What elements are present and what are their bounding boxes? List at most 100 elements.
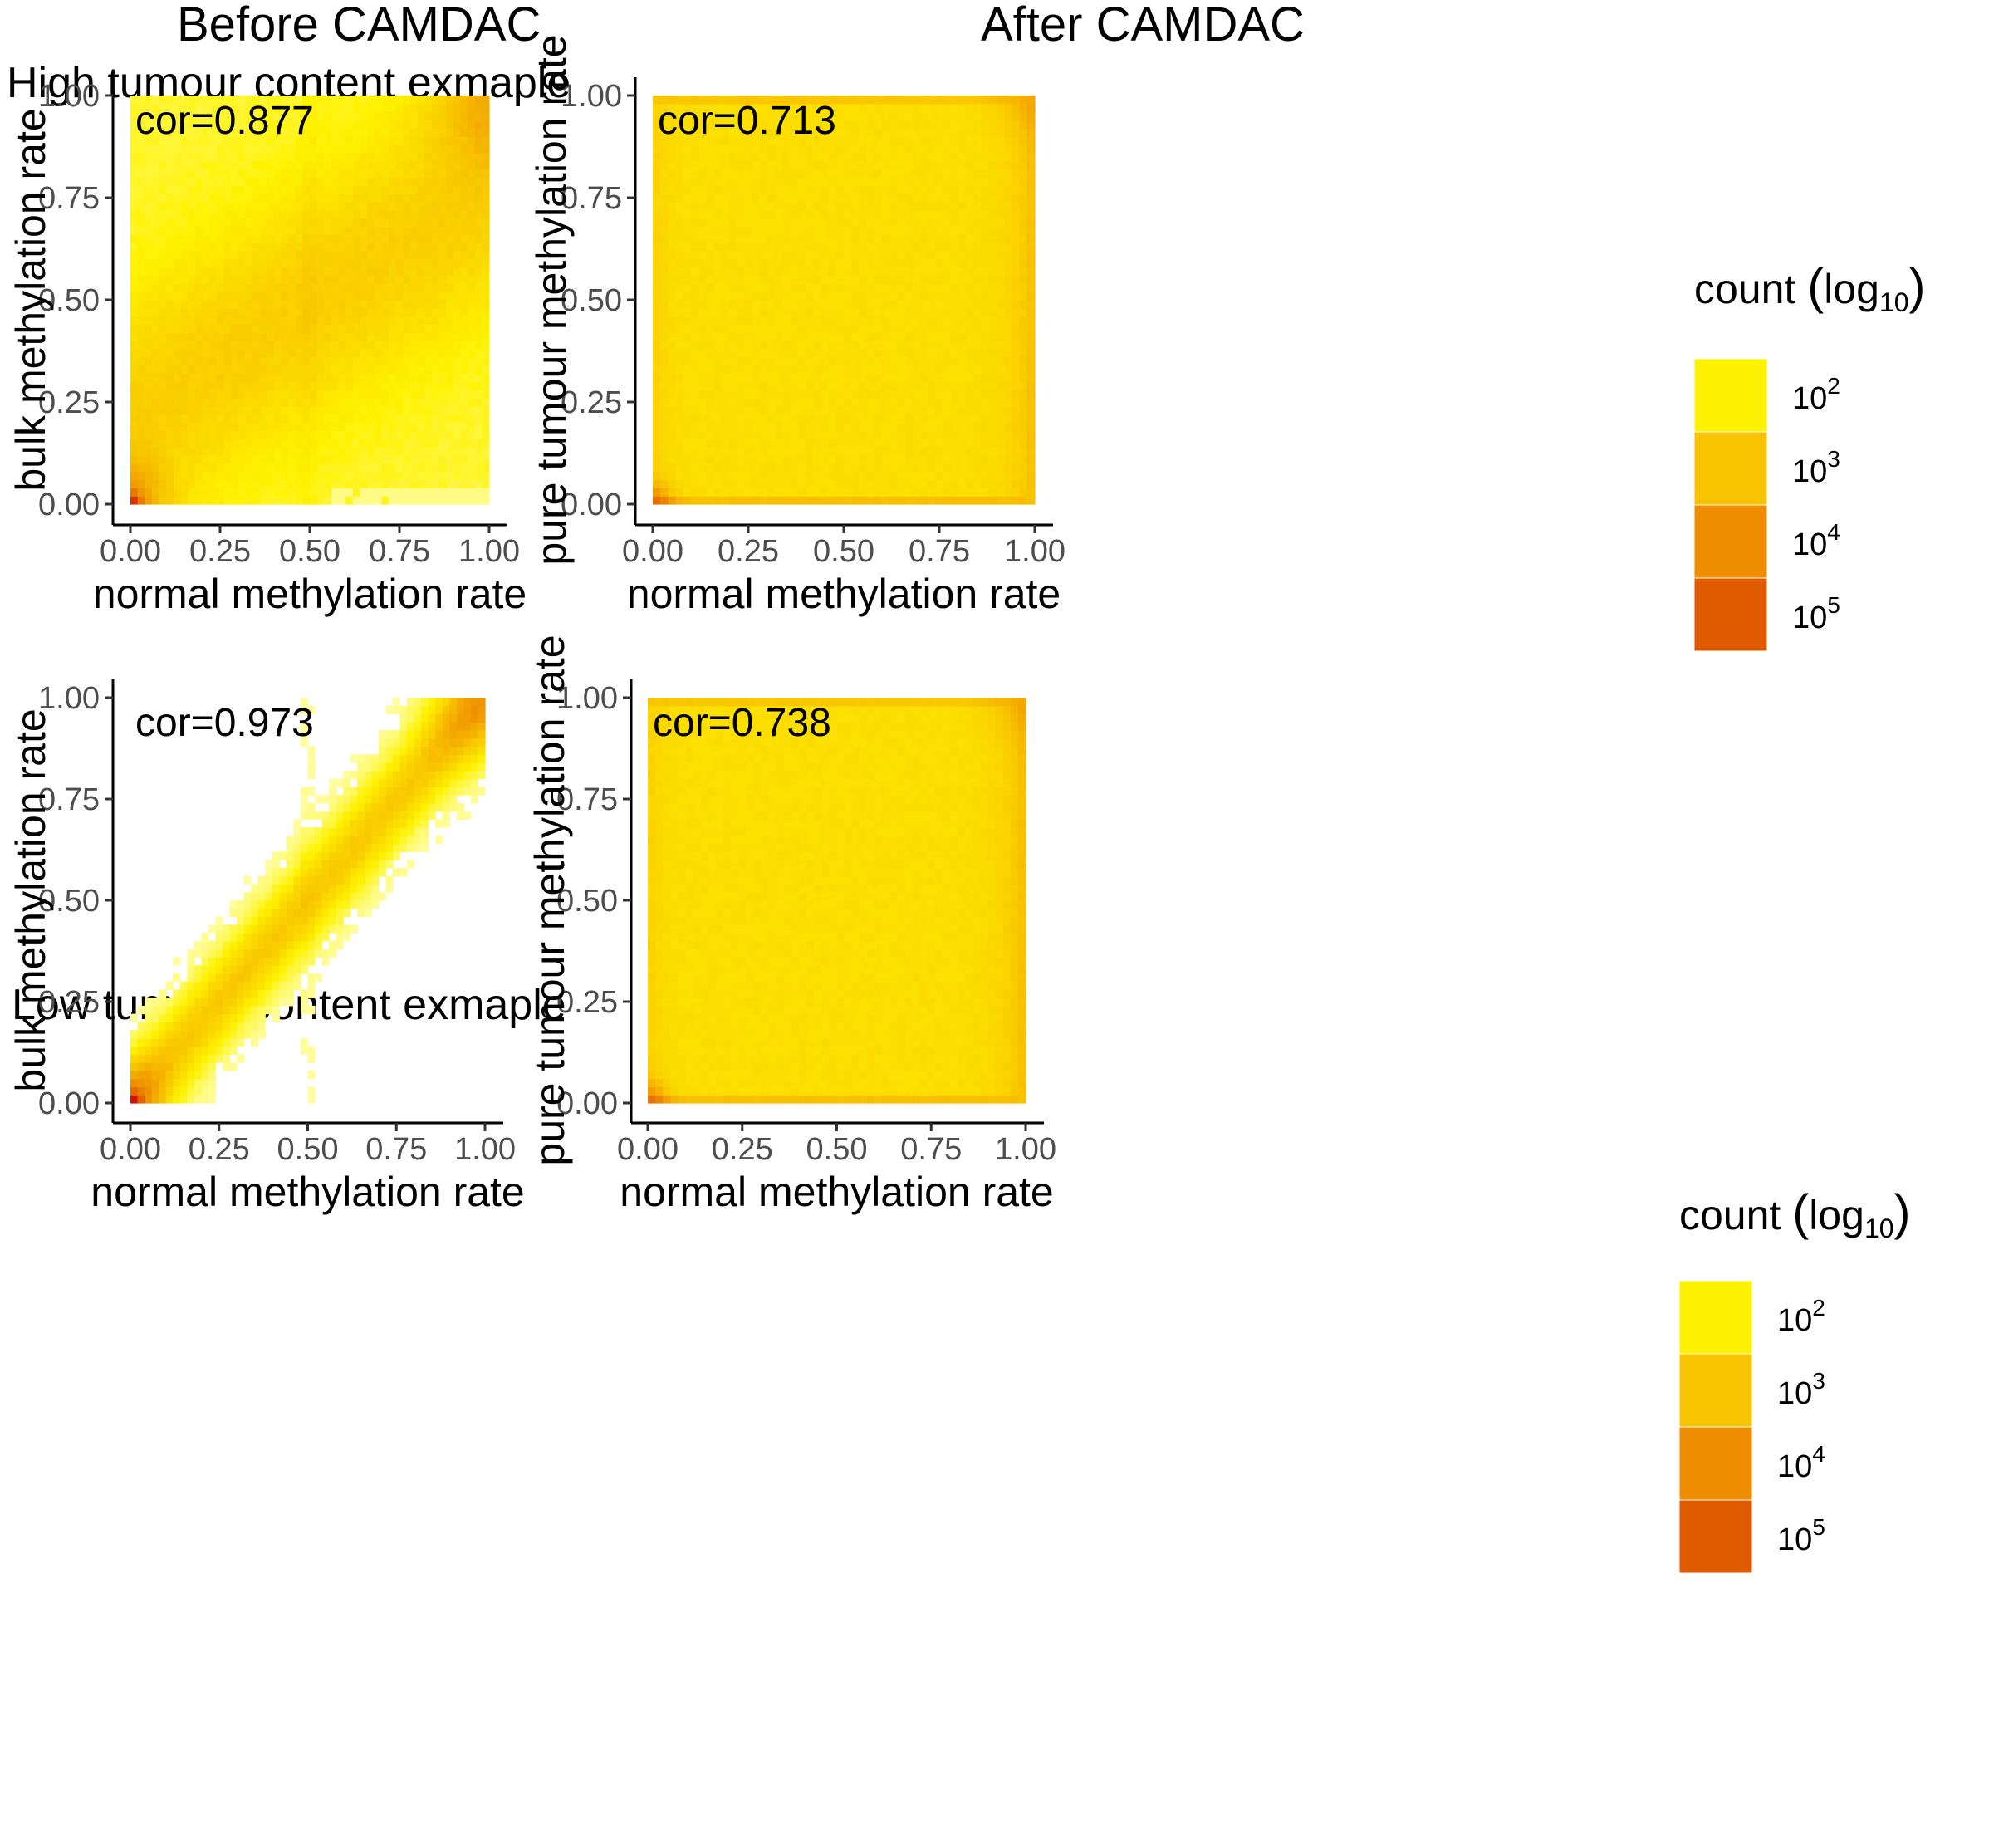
heatmap-cell (698, 152, 707, 162)
heatmap-cell (130, 226, 139, 235)
heatmap-cell (767, 292, 776, 301)
heatmap-cell (389, 479, 397, 488)
heatmap-cell (835, 201, 845, 211)
heatmap-cell (424, 332, 433, 341)
heatmap-cell (1004, 283, 1012, 292)
heatmap-cell (1019, 194, 1028, 203)
heatmap-cell (374, 463, 382, 473)
heatmap-cell (424, 365, 433, 375)
heatmap-cell (238, 185, 246, 194)
heatmap-cell (973, 111, 982, 121)
heatmap-cell (345, 145, 354, 154)
heatmap-cell (981, 209, 990, 219)
heatmap-cell (474, 226, 483, 235)
heatmap-cell (409, 373, 419, 382)
heatmap-cell (691, 128, 699, 137)
heatmap-cell (403, 283, 411, 292)
heatmap-cell (790, 234, 799, 243)
heatmap-cell (767, 209, 776, 219)
heatmap-cell (331, 103, 340, 113)
heatmap-cell (360, 390, 368, 399)
heatmap-cell (767, 381, 776, 390)
heatmap-cell (316, 324, 325, 333)
heatmap-cell (1012, 365, 1021, 375)
heatmap-cell (997, 226, 1005, 235)
heatmap-cell (310, 234, 318, 243)
heatmap-cell (468, 307, 476, 317)
heatmap-cell (281, 430, 289, 439)
heatmap-cell (920, 471, 928, 481)
heatmap-cell (950, 341, 959, 350)
heatmap-cell (259, 300, 267, 309)
heatmap-cell (453, 349, 462, 358)
heatmap-cell (988, 381, 997, 390)
heatmap-cell (352, 152, 361, 162)
heatmap-cell (403, 120, 411, 129)
heatmap-cell (752, 234, 761, 243)
heatmap-cell (737, 201, 745, 211)
heatmap-cell (721, 454, 730, 464)
heatmap-cell (209, 349, 218, 358)
heatmap-cell (844, 349, 852, 358)
heatmap-cell (1004, 496, 1012, 505)
heatmap-cell (997, 488, 1005, 497)
heatmap-cell (389, 177, 397, 186)
heatmap-cell (259, 169, 267, 178)
heatmap-cell (137, 454, 145, 464)
heatmap-cell (767, 349, 776, 358)
heatmap-cell (844, 390, 852, 399)
heatmap-cell (897, 209, 906, 219)
heatmap-cell (683, 283, 692, 292)
heatmap-cell (166, 136, 174, 145)
heatmap-cell (660, 128, 669, 137)
heatmap-cell (920, 300, 928, 309)
heatmap-cell (675, 136, 684, 145)
heatmap-cell (188, 307, 196, 317)
heatmap-cell (759, 250, 768, 260)
heatmap-cell (474, 414, 483, 424)
heatmap-cell (821, 283, 830, 292)
heatmap-cell (331, 381, 340, 390)
heatmap-cell (859, 103, 868, 113)
heatmap-cell (1019, 267, 1028, 277)
heatmap-cell (216, 479, 224, 488)
heatmap-cell (660, 96, 669, 105)
heatmap-cell (752, 283, 761, 292)
heatmap-cell (767, 447, 776, 456)
heatmap-cell (173, 447, 182, 456)
heatmap-cell (453, 373, 462, 382)
heatmap-cell (851, 96, 860, 105)
heatmap-cell (474, 447, 483, 456)
heatmap-cell (310, 488, 318, 497)
heatmap-cell (381, 283, 389, 292)
heatmap-cell (904, 267, 914, 277)
heatmap-cell (973, 332, 982, 341)
heatmap-cell (145, 103, 153, 113)
heatmap-cell (882, 177, 890, 186)
heatmap-cell (775, 390, 783, 399)
heatmap-cell (460, 120, 468, 129)
heatmap-cell (194, 439, 203, 448)
heatmap-cell (295, 201, 303, 211)
heatmap-cell (137, 194, 145, 203)
heatmap-cell (381, 373, 389, 382)
heatmap-cell (409, 307, 419, 317)
heatmap-cell (431, 120, 440, 129)
heatmap-cell (389, 381, 397, 390)
heatmap-cell (821, 201, 830, 211)
heatmap-cell (737, 152, 745, 162)
heatmap-cell (835, 324, 845, 333)
heatmap-cell (744, 218, 753, 228)
heatmap-cell (460, 283, 468, 292)
heatmap-cell (981, 414, 990, 424)
heatmap-cell (324, 349, 332, 358)
heatmap-cell (821, 463, 830, 473)
heatmap-cell (159, 324, 167, 333)
heatmap-cell (159, 201, 167, 211)
heatmap-cell (889, 422, 898, 432)
heatmap-cell (273, 405, 282, 415)
heatmap-cell (273, 275, 282, 284)
heatmap-cell (851, 365, 860, 375)
heatmap-cell (988, 463, 997, 473)
heatmap-cell (706, 356, 715, 366)
